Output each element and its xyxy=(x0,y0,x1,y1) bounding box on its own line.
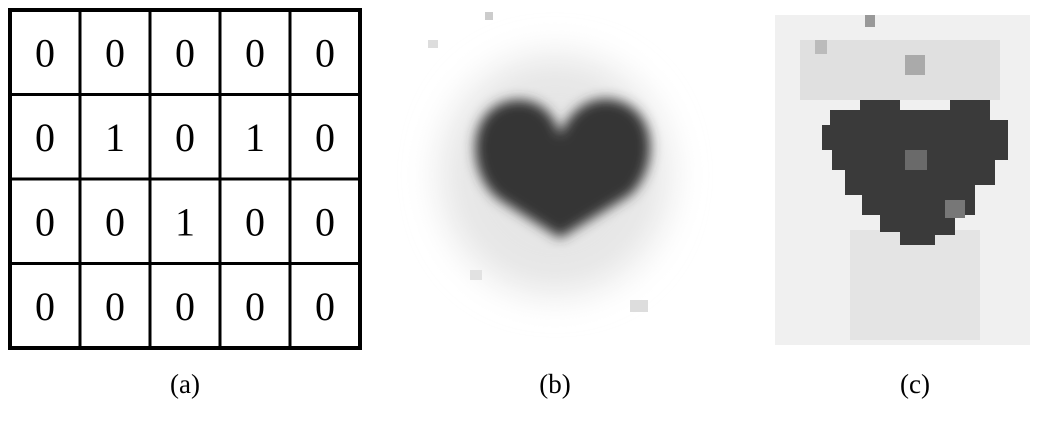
cell-value: 0 xyxy=(175,284,195,329)
block xyxy=(905,150,927,170)
speck xyxy=(470,270,482,280)
caption: (c) xyxy=(900,369,930,399)
caption: (a) xyxy=(170,369,200,399)
cell-value: 0 xyxy=(315,30,335,75)
cell-value: 1 xyxy=(175,199,195,244)
figure-svg: 0 0 0 0 0 0 1 0 1 0 0 0 1 0 0 0 0 0 0 0 (a) (b) (c) xyxy=(0,0,1044,423)
block xyxy=(815,40,827,54)
block xyxy=(850,230,980,340)
cell-value: 0 xyxy=(245,284,265,329)
speck xyxy=(485,12,493,20)
block xyxy=(905,55,925,75)
cell-value: 0 xyxy=(105,30,125,75)
heart-image-c xyxy=(775,15,1030,345)
cell-value: 0 xyxy=(315,284,335,329)
block xyxy=(800,40,1000,100)
cell-value: 1 xyxy=(105,115,125,160)
figure: 0 0 0 0 0 0 1 0 1 0 0 0 1 0 0 0 0 0 0 0 (a) (b) (c) xyxy=(0,0,1044,423)
caption: (b) xyxy=(539,369,570,399)
cell-value: 0 xyxy=(245,199,265,244)
cell-value: 0 xyxy=(245,30,265,75)
speck xyxy=(630,300,648,312)
heart-image-b xyxy=(428,12,670,312)
cell-value: 0 xyxy=(105,199,125,244)
cell-value: 0 xyxy=(315,115,335,160)
cell-value: 1 xyxy=(245,115,265,160)
cell-value: 0 xyxy=(35,199,55,244)
block xyxy=(865,15,875,27)
cell-value: 0 xyxy=(175,30,195,75)
block xyxy=(945,200,965,218)
speck xyxy=(428,40,438,48)
cell-value: 0 xyxy=(35,115,55,160)
cell-value: 0 xyxy=(175,115,195,160)
captions: (a) (b) (c) xyxy=(170,369,930,399)
cell-value: 0 xyxy=(105,284,125,329)
binary-grid: 0 0 0 0 0 0 1 0 1 0 0 0 1 0 0 0 0 0 0 0 xyxy=(10,10,360,348)
cell-value: 0 xyxy=(35,30,55,75)
cell-value: 0 xyxy=(315,199,335,244)
cell-value: 0 xyxy=(35,284,55,329)
